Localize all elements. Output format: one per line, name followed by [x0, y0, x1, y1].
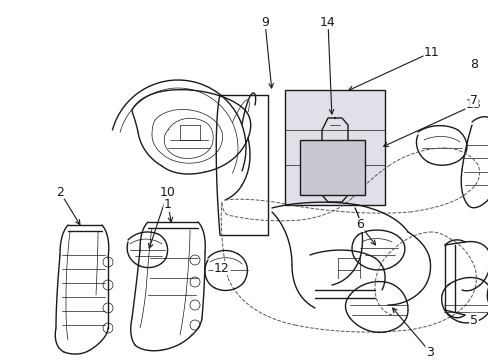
Text: 12: 12 — [214, 261, 229, 274]
Text: 5: 5 — [469, 314, 477, 327]
Text: 7: 7 — [469, 94, 477, 107]
Text: 8: 8 — [469, 58, 477, 72]
Text: 6: 6 — [355, 219, 363, 231]
Text: 3: 3 — [425, 346, 433, 359]
Bar — [299, 140, 364, 195]
Text: 10: 10 — [160, 185, 176, 198]
Text: 11: 11 — [423, 45, 439, 58]
Text: 1: 1 — [164, 198, 172, 211]
Text: 9: 9 — [261, 15, 268, 28]
Text: 4: 4 — [469, 314, 477, 327]
Bar — [285, 90, 384, 205]
Text: 2: 2 — [56, 185, 64, 198]
Text: 13: 13 — [465, 99, 481, 112]
Text: 14: 14 — [320, 15, 335, 28]
